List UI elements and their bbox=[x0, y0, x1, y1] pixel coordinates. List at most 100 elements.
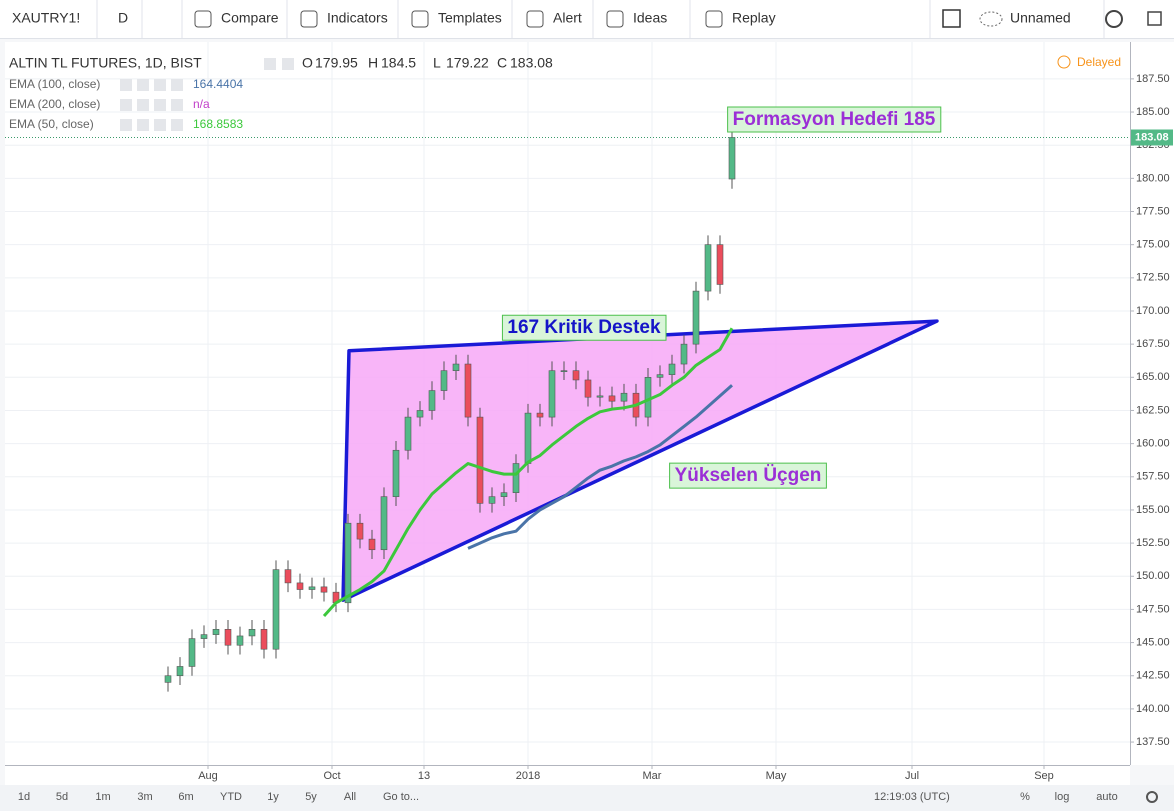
legend-icon[interactable] bbox=[154, 119, 166, 131]
axis-option[interactable]: auto bbox=[1096, 791, 1117, 803]
toolbar-item[interactable]: Compare bbox=[221, 10, 279, 26]
candle-body bbox=[176, 666, 184, 677]
toolbar-icon bbox=[526, 10, 544, 28]
clock: 12:19:03 (UTC) bbox=[874, 791, 950, 803]
y-tick-label: 142.50 bbox=[1136, 670, 1170, 682]
legend-icon[interactable] bbox=[171, 99, 183, 111]
legend-icon[interactable] bbox=[120, 99, 132, 111]
legend-icon[interactable] bbox=[154, 99, 166, 111]
legend-icon[interactable] bbox=[154, 79, 166, 91]
legend-name: EMA (100, close) bbox=[9, 77, 100, 91]
y-tick-label: 150.00 bbox=[1136, 570, 1170, 582]
axis-option[interactable]: log bbox=[1055, 791, 1070, 803]
last-price-tag bbox=[1131, 129, 1173, 146]
range-button[interactable]: 1m bbox=[95, 791, 110, 803]
candle-body bbox=[584, 379, 592, 398]
ohlc-value: 179.22 bbox=[446, 55, 489, 71]
toolbar-item[interactable]: Alert bbox=[553, 10, 582, 26]
ohlc-value: 184.5 bbox=[381, 55, 416, 71]
legend-icon[interactable] bbox=[171, 119, 183, 131]
maximize-icon[interactable] bbox=[1147, 11, 1162, 26]
header-icon bbox=[282, 58, 294, 70]
candle-body bbox=[416, 410, 424, 418]
legend-icon[interactable] bbox=[171, 79, 183, 91]
candle-body bbox=[200, 634, 208, 639]
y-tick-label: 167.50 bbox=[1136, 338, 1170, 350]
range-button[interactable]: 5y bbox=[305, 791, 317, 803]
legend-icon[interactable] bbox=[137, 119, 149, 131]
symbol[interactable]: XAUTRY1! bbox=[12, 10, 80, 26]
y-tick-label: 165.00 bbox=[1136, 371, 1170, 383]
legend-value: 168.8583 bbox=[193, 117, 243, 131]
range-button[interactable]: 1d bbox=[18, 791, 30, 803]
y-tick-label: 180.00 bbox=[1136, 172, 1170, 184]
x-tick-label: Oct bbox=[323, 770, 340, 782]
y-tick-label: 140.00 bbox=[1136, 703, 1170, 715]
legend-icon[interactable] bbox=[137, 99, 149, 111]
candle-body bbox=[464, 363, 472, 418]
toolbar-icon bbox=[606, 10, 624, 28]
ohlc-value: 183.08 bbox=[510, 55, 553, 71]
layout-name[interactable]: Unnamed bbox=[1010, 10, 1071, 26]
legend-name: EMA (50, close) bbox=[9, 117, 94, 131]
toolbar-icon bbox=[300, 10, 318, 28]
candle-body bbox=[272, 569, 280, 650]
y-tick-label: 157.50 bbox=[1136, 471, 1170, 483]
legend-icon[interactable] bbox=[137, 79, 149, 91]
chart-title: ALTIN TL FUTURES, 1D, BIST bbox=[9, 55, 202, 71]
candle-body bbox=[308, 586, 316, 590]
legend-value: 164.4404 bbox=[193, 77, 243, 91]
candle-body bbox=[548, 370, 556, 418]
toolbar-icon bbox=[194, 10, 212, 28]
candle-body bbox=[164, 675, 172, 683]
annotation: Formasyon Hedefi 185 bbox=[727, 106, 942, 133]
x-tick-label: Aug bbox=[198, 770, 218, 782]
annotation: 167 Kritik Destek bbox=[501, 314, 667, 341]
y-tick-label: 175.00 bbox=[1136, 239, 1170, 251]
y-tick-label: 155.00 bbox=[1136, 504, 1170, 516]
goto-button[interactable]: Go to... bbox=[383, 791, 419, 803]
ema-line bbox=[467, 384, 733, 550]
toolbar-item[interactable]: Replay bbox=[732, 10, 776, 26]
annotation-text: Yükselen Üçgen bbox=[675, 465, 822, 486]
ohlc-value: 179.95 bbox=[315, 55, 358, 71]
bottom-settings[interactable] bbox=[1146, 791, 1158, 803]
range-button[interactable]: 1y bbox=[267, 791, 279, 803]
range-button[interactable]: 6m bbox=[178, 791, 193, 803]
candle-body bbox=[476, 416, 484, 504]
candle-body bbox=[488, 496, 496, 504]
y-tick-label: 147.50 bbox=[1136, 603, 1170, 615]
candle-body bbox=[188, 638, 196, 667]
settings-icon[interactable] bbox=[1105, 10, 1123, 28]
ohlc-prefix: L bbox=[433, 55, 441, 71]
candle-body bbox=[620, 392, 628, 402]
legend-value: n/a bbox=[193, 97, 210, 111]
interval[interactable]: D bbox=[118, 10, 128, 26]
candle-body bbox=[248, 629, 256, 637]
fullscreen-box[interactable] bbox=[942, 9, 961, 28]
cloud-icon bbox=[979, 11, 1003, 27]
ohlc-prefix: C bbox=[497, 55, 507, 71]
candle-body bbox=[644, 377, 652, 418]
range-button[interactable]: 5d bbox=[56, 791, 68, 803]
y-tick-label: 187.50 bbox=[1136, 73, 1170, 85]
candle-body bbox=[536, 412, 544, 418]
x-tick-label: May bbox=[766, 770, 787, 782]
range-button[interactable]: YTD bbox=[220, 791, 242, 803]
range-button[interactable]: 3m bbox=[137, 791, 152, 803]
axis-option[interactable]: % bbox=[1020, 791, 1030, 803]
candle-body bbox=[212, 629, 220, 635]
y-tick-label: 145.00 bbox=[1136, 636, 1170, 648]
toolbar-item[interactable]: Ideas bbox=[633, 10, 667, 26]
annotation-text: Formasyon Hedefi 185 bbox=[733, 109, 936, 130]
range-button[interactable]: All bbox=[344, 791, 356, 803]
legend-icon[interactable] bbox=[120, 79, 132, 91]
annotation-text: 167 Kritik Destek bbox=[507, 317, 661, 338]
ohlc-prefix: O bbox=[302, 55, 313, 71]
candle-body bbox=[572, 370, 580, 381]
candle-body bbox=[392, 449, 400, 497]
toolbar-item[interactable]: Templates bbox=[438, 10, 502, 26]
toolbar-item[interactable]: Indicators bbox=[327, 10, 388, 26]
legend-icon[interactable] bbox=[120, 119, 132, 131]
